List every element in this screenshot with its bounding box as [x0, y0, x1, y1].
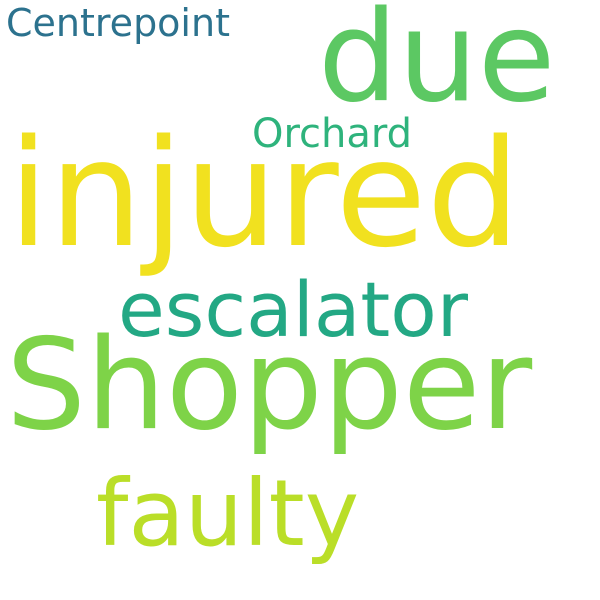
- word-shopper: Shopper: [6, 311, 533, 458]
- word-due: due: [318, 0, 556, 130]
- word-injured: injured: [8, 108, 521, 280]
- word-orchard: Orchard: [252, 111, 413, 157]
- word-centrepoint: Centrepoint: [6, 1, 230, 45]
- word-faulty: faulty: [96, 460, 360, 567]
- word-escalator: escalator: [118, 265, 468, 354]
